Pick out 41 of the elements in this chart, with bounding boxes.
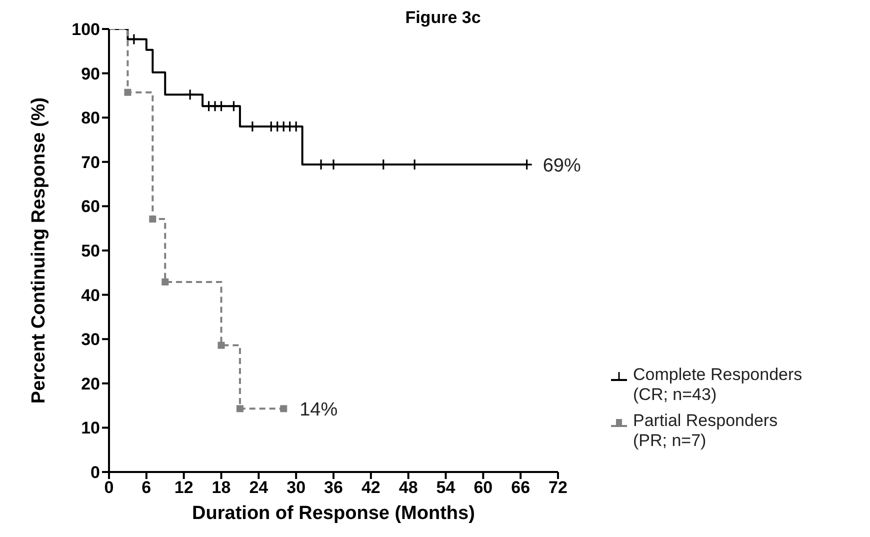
- legend-label: Partial Responders (PR; n=7): [633, 411, 779, 451]
- x-axis-title: Duration of Response (Months): [192, 503, 475, 524]
- point: [215, 100, 228, 112]
- y-tick-label: 70: [81, 152, 100, 172]
- point: [218, 342, 225, 349]
- x-tick-label: 6: [142, 478, 152, 498]
- y-tick-label: 30: [81, 330, 100, 350]
- legend-label: Complete Responders (CR; n=43): [633, 365, 803, 405]
- y-axis-title: Percent Continuing Response (%): [28, 97, 50, 404]
- y-tick-label: 50: [81, 242, 100, 261]
- chart-title: Figure 3c: [405, 8, 481, 27]
- y-tick-label: 90: [81, 64, 100, 84]
- point: [280, 405, 288, 412]
- y-tick-label: 10: [81, 418, 100, 438]
- point: [162, 278, 169, 286]
- x-tick-label: 36: [324, 478, 343, 498]
- annotation: 14%: [300, 399, 338, 420]
- x-tick-label: 72: [548, 478, 568, 498]
- x-tick-label: 30: [286, 478, 306, 498]
- point: [149, 216, 156, 223]
- y-tick-label: 80: [81, 108, 100, 128]
- point: [128, 33, 140, 45]
- x-tick-label: 42: [361, 478, 380, 498]
- point: [124, 88, 132, 96]
- x-tick-label: 66: [511, 478, 530, 498]
- x-tick-label: 60: [474, 478, 493, 498]
- y-tick-label: 40: [81, 286, 100, 305]
- x-tick-label: 0: [104, 478, 114, 498]
- x-tick-label: 12: [174, 478, 194, 498]
- x-tick-label: 48: [398, 478, 418, 498]
- x-tick-label: 54: [436, 478, 456, 498]
- point: [228, 100, 240, 112]
- y-tick-label: 60: [81, 197, 100, 216]
- y-tick-label: 100: [72, 20, 100, 40]
- y-tick-label: 0: [90, 463, 100, 482]
- y-tick-label: 20: [81, 374, 100, 394]
- point: [236, 405, 244, 412]
- x-tick-label: 18: [212, 478, 231, 498]
- x-tick-label: 24: [249, 478, 269, 498]
- annotation: 69%: [542, 155, 581, 176]
- point: [184, 88, 196, 100]
